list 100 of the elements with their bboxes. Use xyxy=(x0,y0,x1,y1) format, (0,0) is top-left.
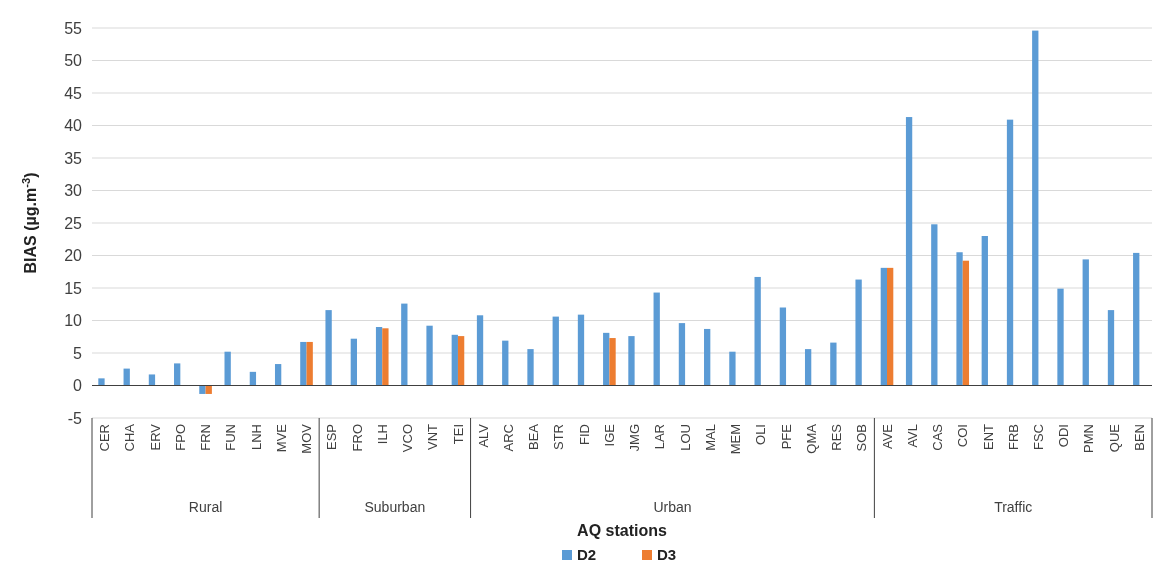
bar xyxy=(123,368,130,386)
bar xyxy=(931,224,938,386)
x-tick-label: AVE xyxy=(879,423,895,450)
legend-label: D3 xyxy=(657,546,677,563)
bar xyxy=(249,371,257,386)
x-tick-label: MVE xyxy=(273,423,289,453)
x-axis-title: AQ stations xyxy=(577,522,667,539)
x-tick-label: RES xyxy=(829,423,845,451)
x-tick-label: VNT xyxy=(425,423,441,450)
bar xyxy=(457,336,465,386)
y-tick-label: 30 xyxy=(64,182,83,200)
bar xyxy=(527,349,534,386)
bar xyxy=(962,260,970,386)
bar xyxy=(855,279,862,386)
bar xyxy=(880,267,887,386)
bar xyxy=(754,276,761,386)
y-tick-label: 20 xyxy=(64,247,83,265)
bar xyxy=(224,351,231,386)
bar xyxy=(148,374,156,386)
x-tick-label: ESP xyxy=(324,424,340,451)
y-tick-label: 35 xyxy=(64,149,83,167)
x-tick-label: FRB xyxy=(1005,424,1021,450)
x-tick-label: SOB xyxy=(854,424,870,452)
x-tick-label: JMG xyxy=(627,424,643,452)
x-tick-label: AVL xyxy=(904,424,920,448)
bar xyxy=(1006,119,1014,386)
x-tick-label: BEA xyxy=(526,423,542,451)
x-tick-label: ODI xyxy=(1056,424,1072,448)
x-tick-label: CER xyxy=(97,424,113,452)
x-tick-label: FSC xyxy=(1030,424,1046,450)
x-tick-label: QMA xyxy=(803,423,819,454)
bar xyxy=(451,334,458,386)
x-tick-label: IGE xyxy=(601,423,617,447)
x-tick-label: FUN xyxy=(223,424,239,451)
x-tick-label: ARC xyxy=(500,424,516,452)
x-tick-label: VCO xyxy=(400,424,416,453)
x-tick-label: MEM xyxy=(728,424,744,455)
bar xyxy=(804,349,812,386)
bar xyxy=(426,325,433,386)
x-tick-label: CHA xyxy=(122,423,138,452)
x-tick-label: LOU xyxy=(677,424,693,451)
bar xyxy=(628,336,635,386)
y-tick-label: 45 xyxy=(64,84,83,102)
bar xyxy=(609,338,616,386)
bar xyxy=(779,307,787,386)
bar xyxy=(678,323,686,386)
y-tick-label: 55 xyxy=(64,19,83,37)
bar xyxy=(905,117,913,386)
y-tick-label: 10 xyxy=(64,312,83,330)
bar xyxy=(1032,30,1039,386)
text: Suburban xyxy=(364,499,426,515)
bar xyxy=(887,267,894,386)
y-tick-label: 50 xyxy=(64,52,83,70)
x-tick-label: FID xyxy=(576,424,592,445)
text: Rural xyxy=(188,499,223,515)
bar xyxy=(577,314,585,386)
x-tick-label: MAL xyxy=(702,424,718,451)
legend-label: D2 xyxy=(577,546,597,563)
x-tick-label: CAS xyxy=(930,423,946,451)
x-tick-label: STR xyxy=(551,424,567,450)
y-tick-label: 40 xyxy=(64,117,83,135)
y-tick-label: -5 xyxy=(67,409,83,427)
x-tick-label: ALV xyxy=(475,423,491,448)
bar xyxy=(1057,288,1064,386)
x-tick-label: FRN xyxy=(198,424,214,451)
x-tick-label: PMN xyxy=(1081,424,1097,453)
bar xyxy=(401,303,408,386)
x-tick-label: FRO xyxy=(349,424,365,452)
bar xyxy=(502,340,509,386)
x-tick-label: ERV xyxy=(147,423,163,451)
bar xyxy=(1107,310,1115,386)
bar xyxy=(704,328,711,386)
bar xyxy=(300,341,307,386)
x-tick-label: PFE xyxy=(778,423,794,450)
x-tick-label: TEI xyxy=(450,424,466,445)
x-tick-label: ILH xyxy=(374,424,390,445)
x-tick-label: MOV xyxy=(299,423,315,454)
bar xyxy=(205,385,212,394)
x-tick-label: FPO xyxy=(172,424,188,451)
bar xyxy=(653,292,660,386)
x-tick-label: ENT xyxy=(980,423,996,450)
text: Urban xyxy=(653,499,692,515)
bar xyxy=(956,252,963,386)
bar xyxy=(174,363,181,386)
x-tick-label: LNH xyxy=(248,424,264,451)
bar xyxy=(603,332,610,386)
bar xyxy=(274,364,282,386)
y-tick-label: 25 xyxy=(64,214,83,232)
bar xyxy=(199,385,206,394)
bar xyxy=(1133,252,1140,386)
x-tick-label: OLI xyxy=(753,424,769,445)
bar xyxy=(382,328,389,386)
bar xyxy=(476,315,484,386)
bar xyxy=(552,316,559,386)
y-tick-label: 15 xyxy=(64,279,83,297)
x-tick-label: BEN xyxy=(1131,424,1147,451)
x-tick-label: LAR xyxy=(652,424,668,450)
bar xyxy=(981,236,988,386)
bar xyxy=(830,342,837,386)
bar xyxy=(306,341,313,386)
